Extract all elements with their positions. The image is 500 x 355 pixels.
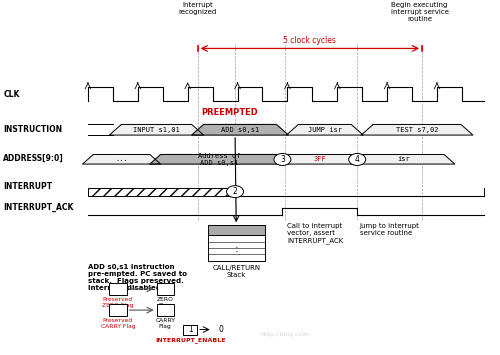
Text: Call to interrupt
vector, assert
INTERRUPT_ACK: Call to interrupt vector, assert INTERRU… [288,223,344,244]
Polygon shape [110,125,204,135]
Text: Preserved
CARRY Flag: Preserved CARRY Flag [100,318,135,329]
Text: 2: 2 [232,187,237,196]
Text: CLK: CLK [3,90,20,99]
Bar [109,304,126,316]
Text: 1: 1 [188,325,192,334]
Text: 3FF: 3FF [314,156,326,162]
Text: ADD s0,s1: ADD s0,s1 [221,127,259,133]
Polygon shape [361,125,473,135]
Circle shape [274,153,291,165]
Polygon shape [192,125,288,135]
Text: Interrupt
recognized: Interrupt recognized [178,2,217,16]
Bar [183,324,197,334]
Text: ADDRESS[9:0]: ADDRESS[9:0] [3,154,64,163]
Text: Jump to interrupt
service routine: Jump to interrupt service routine [360,223,420,236]
Text: http://blog.csdn: http://blog.csdn [260,332,310,337]
Text: CARRY
Flag: CARRY Flag [155,318,175,329]
Polygon shape [286,125,363,135]
Polygon shape [352,154,455,164]
Text: Preserved
ZERO Flag: Preserved ZERO Flag [102,297,134,308]
Text: 3: 3 [280,155,285,164]
Text: ZERO
Flag: ZERO Flag [157,297,174,308]
Text: Begin executing
interrupt service
routine: Begin executing interrupt service routin… [390,2,448,22]
Text: 0: 0 [218,325,224,334]
Text: ADD s0,s1 instruction
pre-empted. PC saved to
stack.  Flags preserved.
Interrupt: ADD s0,s1 instruction pre-empted. PC sav… [88,264,187,291]
Polygon shape [82,154,160,164]
Bar [109,283,126,295]
Bar [208,235,265,261]
Text: Address of
ADD s0,s1: Address of ADD s0,s1 [198,153,240,166]
Circle shape [226,186,244,198]
Bar [156,283,174,295]
Text: JUMP isr: JUMP isr [308,127,342,133]
Text: TEST s7,02: TEST s7,02 [396,127,438,133]
Text: PREEMPTED: PREEMPTED [202,108,258,116]
Bar [88,188,235,196]
Text: :: : [234,244,238,254]
Text: 5 clock cycles: 5 clock cycles [284,36,337,45]
Text: ...: ... [115,156,128,162]
Text: INTERRUPT_ENABLE: INTERRUPT_ENABLE [155,337,226,343]
Text: INPUT s1,01: INPUT s1,01 [133,127,180,133]
Polygon shape [277,154,362,164]
Bar [208,225,265,235]
Text: isr: isr [397,156,409,162]
Text: INTERRUPT_ACK: INTERRUPT_ACK [3,203,74,212]
Text: 4: 4 [355,155,360,164]
Text: CALL/RETURN
Stack: CALL/RETURN Stack [212,265,260,278]
Text: INTERRUPT: INTERRUPT [3,182,52,191]
Circle shape [348,153,366,165]
Bar [156,304,174,316]
Polygon shape [150,154,288,164]
Text: INSTRUCTION: INSTRUCTION [3,125,62,134]
